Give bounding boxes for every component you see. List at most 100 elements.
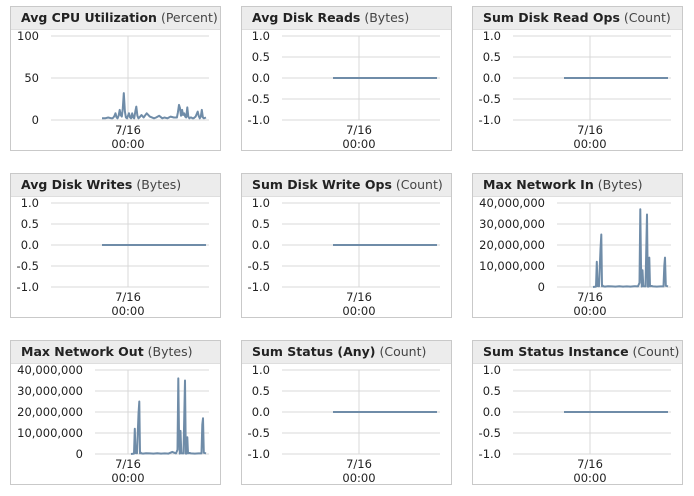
x-tick-date: 7/16 bbox=[346, 290, 372, 304]
y-tick-label: 10,000,000 bbox=[17, 426, 83, 440]
y-tick-label: 100 bbox=[17, 29, 39, 43]
metric-name: Sum Disk Write Ops bbox=[252, 177, 392, 192]
series-line bbox=[592, 208, 669, 288]
panel-header[interactable]: Max Network In (Bytes) bbox=[473, 174, 682, 197]
x-tick-time: 00:00 bbox=[573, 471, 606, 485]
y-tick-label: -1.0 bbox=[479, 447, 501, 461]
disk-reads-panel[interactable]: Avg Disk Reads (Bytes) 1.0 0.5 0.0 -0.5 -1.0… bbox=[241, 6, 452, 151]
y-tick-label: -1.0 bbox=[248, 113, 270, 127]
series-line bbox=[102, 92, 207, 120]
disk-writes-panel[interactable]: Avg Disk Writes (Bytes) 1.0 0.5 0.0 -0.5 -1.… bbox=[10, 173, 221, 318]
panel-header[interactable]: Sum Disk Read Ops (Count) bbox=[473, 7, 682, 30]
x-tick-date: 7/16 bbox=[577, 290, 603, 304]
y-tick-label: 0.5 bbox=[483, 384, 501, 398]
x-tick-date: 7/16 bbox=[115, 123, 141, 137]
y-tick-label: 1.0 bbox=[483, 363, 501, 377]
metric-unit: (Bytes) bbox=[364, 10, 410, 25]
metric-name: Avg Disk Writes bbox=[21, 177, 133, 192]
x-tick-time: 00:00 bbox=[342, 137, 375, 151]
disk-write-ops-panel[interactable]: Sum Disk Write Ops (Count) 1.0 0.5 0.0 -0.5… bbox=[241, 173, 452, 318]
y-tick-label: -0.5 bbox=[479, 92, 501, 106]
y-tick-label: 40,000,000 bbox=[17, 363, 83, 377]
y-tick-label: 1.0 bbox=[252, 363, 270, 377]
metric-name: Avg CPU Utilization bbox=[21, 10, 157, 25]
metric-unit: (Bytes) bbox=[147, 344, 193, 359]
metric-name: Max Network Out bbox=[21, 344, 144, 359]
disk-read-ops-panel[interactable]: Sum Disk Read Ops (Count) 1.0 0.5 0.0 -0.5 -… bbox=[472, 6, 683, 151]
metric-name: Max Network In bbox=[483, 177, 594, 192]
x-tick-date: 7/16 bbox=[577, 457, 603, 471]
y-tick-label: 1.0 bbox=[252, 196, 270, 210]
x-tick-date: 7/16 bbox=[115, 457, 141, 471]
y-tick-label: 0 bbox=[32, 113, 39, 127]
y-tick-label: -0.5 bbox=[17, 259, 39, 273]
x-tick-time: 00:00 bbox=[342, 304, 375, 318]
y-tick-label: 0.0 bbox=[252, 238, 270, 252]
panel-header[interactable]: Avg Disk Writes (Bytes) bbox=[11, 174, 220, 197]
x-tick-date: 7/16 bbox=[346, 123, 372, 137]
y-tick-label: -1.0 bbox=[248, 280, 270, 294]
y-tick-label: 0.0 bbox=[252, 71, 270, 85]
metric-name: Sum Status Instance bbox=[483, 344, 629, 359]
x-tick-time: 00:00 bbox=[342, 471, 375, 485]
panel-header[interactable]: Max Network Out (Bytes) bbox=[11, 341, 220, 364]
panel-header[interactable]: Sum Status (Any) (Count) bbox=[242, 341, 451, 364]
x-tick-date: 7/16 bbox=[115, 290, 141, 304]
network-out-panel[interactable]: Max Network Out (Bytes) 40,000,000 30,000… bbox=[10, 340, 221, 485]
y-tick-label: 0 bbox=[76, 447, 83, 461]
y-tick-label: 0 bbox=[538, 280, 545, 294]
y-tick-label: -0.5 bbox=[248, 259, 270, 273]
y-tick-label: -0.5 bbox=[248, 426, 270, 440]
y-tick-label: 0.0 bbox=[21, 238, 39, 252]
status-instance-panel[interactable]: Sum Status Instance (Count) 1.0 0.5 0.0 -0.… bbox=[472, 340, 683, 485]
y-tick-label: -1.0 bbox=[248, 447, 270, 461]
x-tick-time: 00:00 bbox=[111, 137, 144, 151]
x-tick-time: 00:00 bbox=[573, 304, 606, 318]
y-tick-label: -1.0 bbox=[479, 113, 501, 127]
y-tick-label: 0.0 bbox=[483, 71, 501, 85]
y-tick-label: 20,000,000 bbox=[479, 238, 545, 252]
y-tick-label: -1.0 bbox=[17, 280, 39, 294]
metric-name: Sum Status (Any) bbox=[252, 344, 376, 359]
y-tick-label: 1.0 bbox=[21, 196, 39, 210]
cpu-utilization-panel[interactable]: Avg CPU Utilization (Percent) 100 50 0 7/16… bbox=[10, 6, 221, 151]
metric-unit: (Count) bbox=[395, 177, 443, 192]
metric-unit: (Percent) bbox=[160, 10, 218, 25]
y-tick-label: 0.5 bbox=[252, 384, 270, 398]
y-tick-label: 0.5 bbox=[483, 50, 501, 64]
metric-chart: 40,000,000 30,000,000 20,000,000 10,000,000… bbox=[479, 196, 671, 318]
y-tick-label: 0.5 bbox=[252, 50, 270, 64]
metric-unit: (Count) bbox=[379, 344, 427, 359]
panel-header[interactable]: Sum Status Instance (Count) bbox=[473, 341, 682, 364]
metric-unit: (Count) bbox=[623, 10, 671, 25]
y-tick-label: 20,000,000 bbox=[17, 405, 83, 419]
y-tick-label: 1.0 bbox=[483, 29, 501, 43]
y-tick-label: 10,000,000 bbox=[479, 259, 545, 273]
panel-header[interactable]: Sum Disk Write Ops (Count) bbox=[242, 174, 451, 197]
y-tick-label: 0.0 bbox=[252, 405, 270, 419]
y-tick-label: -0.5 bbox=[479, 426, 501, 440]
y-tick-label: 1.0 bbox=[252, 29, 270, 43]
network-in-panel[interactable]: Max Network In (Bytes) 40,000,000 30,000,… bbox=[472, 173, 683, 318]
panel-header[interactable]: Avg Disk Reads (Bytes) bbox=[242, 7, 451, 30]
metric-name: Sum Disk Read Ops bbox=[483, 10, 620, 25]
metric-chart: 40,000,000 30,000,000 20,000,000 10,000,000… bbox=[17, 363, 209, 485]
y-tick-label: 40,000,000 bbox=[479, 196, 545, 210]
y-tick-label: -0.5 bbox=[248, 92, 270, 106]
panel-header[interactable]: Avg CPU Utilization (Percent) bbox=[11, 7, 220, 30]
x-tick-date: 7/16 bbox=[577, 123, 603, 137]
metric-name: Avg Disk Reads bbox=[252, 10, 361, 25]
x-tick-time: 00:00 bbox=[573, 137, 606, 151]
x-tick-date: 7/16 bbox=[346, 457, 372, 471]
y-tick-label: 30,000,000 bbox=[479, 217, 545, 231]
series-line bbox=[130, 377, 207, 455]
status-any-panel[interactable]: Sum Status (Any) (Count) 1.0 0.5 0.0 -0.5 -1… bbox=[241, 340, 452, 485]
metric-unit: (Bytes) bbox=[597, 177, 643, 192]
